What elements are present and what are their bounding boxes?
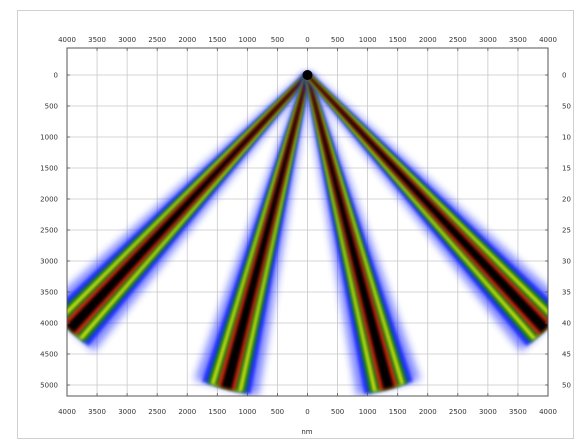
left-tick-label-1: 500 — [45, 103, 58, 111]
right-tick-label-0: 0 — [562, 72, 566, 80]
right-tick-label-6: 30 — [562, 258, 571, 266]
beam-0 — [67, 72, 311, 352]
beam-1 — [194, 74, 312, 396]
bottom-tick-label-10: 1000 — [359, 408, 377, 416]
left-tick-label-4: 2000 — [40, 196, 58, 204]
left-tick-label-2: 1000 — [40, 134, 58, 142]
left-tick-label-8: 4000 — [40, 320, 58, 328]
beam-source — [302, 70, 313, 80]
top-tick-label-16: 4000 — [539, 36, 557, 44]
bottom-tick-label-14: 3000 — [479, 408, 497, 416]
top-tick-label-6: 1000 — [238, 36, 256, 44]
top-tick-label-4: 2000 — [178, 36, 196, 44]
heatmap-beams — [67, 70, 548, 396]
beam-3 — [304, 72, 548, 352]
bottom-tick-label-1: 3500 — [88, 408, 106, 416]
right-axis: 0 50 10 15 20 25 30 35 40 45 50 — [545, 72, 571, 390]
bottom-tick-label-2: 3000 — [118, 408, 136, 416]
bottom-axis: 4000 3500 3000 2500 2000 1500 1000 500 0 500 1000 1… — [58, 393, 557, 416]
top-tick-label-10: 1000 — [359, 36, 377, 44]
top-tick-label-12: 2000 — [419, 36, 437, 44]
top-tick-label-2: 3000 — [118, 36, 136, 44]
top-tick-label-11: 1500 — [389, 36, 407, 44]
top-tick-label-15: 3500 — [509, 36, 527, 44]
beam-0-band-6 — [67, 74, 309, 333]
left-tick-label-7: 3500 — [40, 289, 58, 297]
bottom-tick-label-8: 0 — [305, 408, 309, 416]
left-tick-label-0: 0 — [54, 72, 58, 80]
right-tick-label-3: 15 — [562, 165, 571, 173]
top-tick-label-3: 2500 — [148, 36, 166, 44]
bottom-tick-label-7: 500 — [271, 408, 284, 416]
left-tick-label-3: 1500 — [40, 165, 58, 173]
bottom-tick-label-6: 1000 — [238, 408, 256, 416]
bottom-tick-label-0: 4000 — [58, 408, 76, 416]
bottom-tick-label-13: 2500 — [449, 408, 467, 416]
top-tick-label-13: 2500 — [449, 36, 467, 44]
figure-border — [17, 10, 574, 439]
bottom-tick-label-9: 500 — [331, 408, 344, 416]
beam-1-band-6 — [221, 74, 309, 390]
top-tick-label-5: 1500 — [208, 36, 226, 44]
beam-2-band-6 — [306, 74, 394, 390]
top-tick-label-0: 4000 — [58, 36, 76, 44]
bottom-tick-label-16: 4000 — [539, 408, 557, 416]
right-tick-label-1: 50 — [562, 103, 571, 111]
beam-3-band-6 — [306, 74, 548, 333]
top-tick-label-14: 3000 — [479, 36, 497, 44]
left-tick-label-6: 3000 — [40, 258, 58, 266]
top-tick-label-8: 0 — [305, 36, 309, 44]
bottom-tick-label-5: 1500 — [208, 408, 226, 416]
left-axis: 0 500 1000 1500 2000 2500 3000 3500 4000 4500 5000 — [40, 72, 70, 390]
right-tick-label-4: 20 — [562, 196, 571, 204]
left-tick-label-9: 4500 — [40, 351, 58, 359]
beam-2 — [303, 74, 421, 396]
x-axis-label: nm — [301, 428, 312, 436]
top-tick-label-7: 500 — [271, 36, 284, 44]
left-tick-label-5: 2500 — [40, 227, 58, 235]
right-tick-label-10: 50 — [562, 382, 571, 390]
right-tick-label-5: 25 — [562, 227, 571, 235]
bottom-tick-label-12: 2000 — [419, 408, 437, 416]
right-tick-label-7: 35 — [562, 289, 571, 297]
top-tick-label-1: 3500 — [88, 36, 106, 44]
bottom-tick-label-3: 2500 — [148, 408, 166, 416]
left-tick-label-10: 5000 — [40, 382, 58, 390]
top-axis: 4000 3500 3000 2500 2000 1500 1000 500 0 500 1000 1… — [58, 36, 557, 51]
bottom-tick-label-11: 1500 — [389, 408, 407, 416]
bottom-tick-label-4: 2000 — [178, 408, 196, 416]
right-tick-label-9: 45 — [562, 351, 571, 359]
right-tick-label-2: 10 — [562, 134, 571, 142]
top-tick-label-9: 500 — [331, 36, 344, 44]
right-tick-label-8: 40 — [562, 320, 571, 328]
bottom-tick-label-15: 3500 — [509, 408, 527, 416]
